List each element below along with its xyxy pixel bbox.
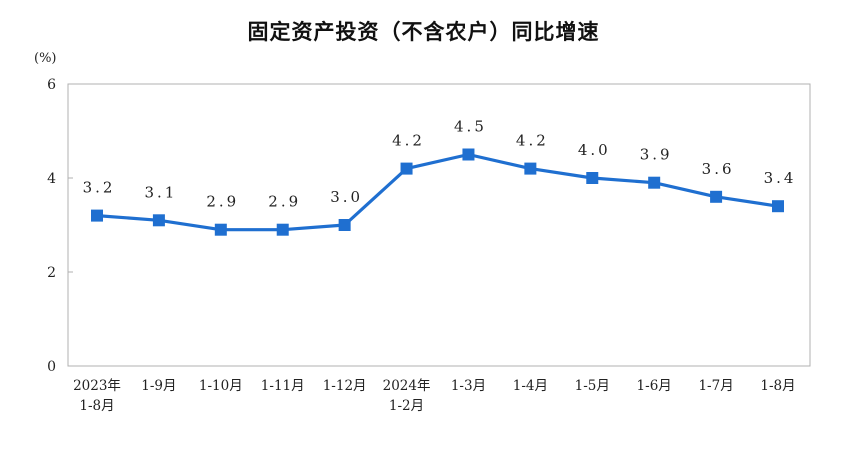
y-tick-label: 6 [47, 77, 56, 93]
data-point-marker [214, 223, 227, 236]
data-label: 4.0 [578, 141, 611, 159]
x-tick-label: 2023年 [73, 378, 121, 394]
data-point-marker [276, 223, 289, 236]
data-label: 3.4 [764, 169, 797, 187]
x-tick-label: 1-7月 [698, 378, 733, 394]
x-tick-label: 1-8月 [760, 378, 795, 394]
x-tick-label: 1-9月 [141, 378, 176, 394]
x-tick-label: 1-6月 [637, 378, 672, 394]
data-labels: 3.2 3.1 2.9 2.9 3.0 4.2 4.5 4.2 4.0 3.9 3.6 3.4 [83, 118, 797, 211]
data-label: 4.5 [454, 118, 487, 136]
x-tick-label: 1-3月 [451, 378, 486, 394]
x-tick-label: 1-5月 [575, 378, 610, 394]
chart-title: 固定资产投资（不含农户）同比增速 [247, 20, 600, 44]
y-tick-label: 0 [47, 359, 56, 375]
x-axis-ticks: 2023年 1-8月 1-9月 1-10月 1-11月 1-12月 2024年 1-2月 1-3… [73, 378, 796, 414]
data-point-marker [772, 200, 784, 213]
x-tick-label: 2024年 [383, 378, 431, 394]
data-label: 3.1 [144, 183, 177, 201]
data-label: 4.2 [392, 132, 425, 150]
data-point-marker [400, 162, 413, 175]
data-label: 3.9 [640, 146, 673, 164]
data-point-marker [152, 214, 165, 227]
series-line [95, 152, 780, 232]
data-point-marker [462, 148, 475, 161]
data-point-marker [524, 162, 537, 175]
x-tick-label: 1-8月 [79, 398, 114, 414]
x-tick-label: 1-10月 [199, 378, 243, 394]
data-label: 3.6 [702, 160, 735, 178]
x-tick-label: 1-2月 [389, 398, 424, 414]
data-point-marker [91, 209, 103, 222]
y-axis-ticks: 0 2 4 6 [47, 77, 73, 375]
y-tick-label: 4 [47, 171, 56, 187]
plot-area-frame [67, 83, 811, 367]
y-axis-unit: (%) [34, 51, 57, 66]
x-tick-label: 1-4月 [513, 378, 548, 394]
data-label: 3.2 [83, 179, 116, 197]
data-label: 3.0 [330, 188, 363, 206]
data-point-marker [338, 219, 351, 231]
data-label: 4.2 [516, 132, 549, 150]
data-point-marker [648, 176, 661, 189]
x-tick-label: 1-11月 [261, 378, 305, 394]
data-label: 2.9 [268, 193, 301, 211]
y-tick-label: 2 [47, 265, 56, 281]
series-markers [91, 148, 784, 236]
data-label: 2.9 [206, 193, 239, 211]
x-tick-label: 1-12月 [323, 378, 367, 394]
data-point-marker [710, 190, 723, 203]
data-point-marker [586, 172, 599, 184]
